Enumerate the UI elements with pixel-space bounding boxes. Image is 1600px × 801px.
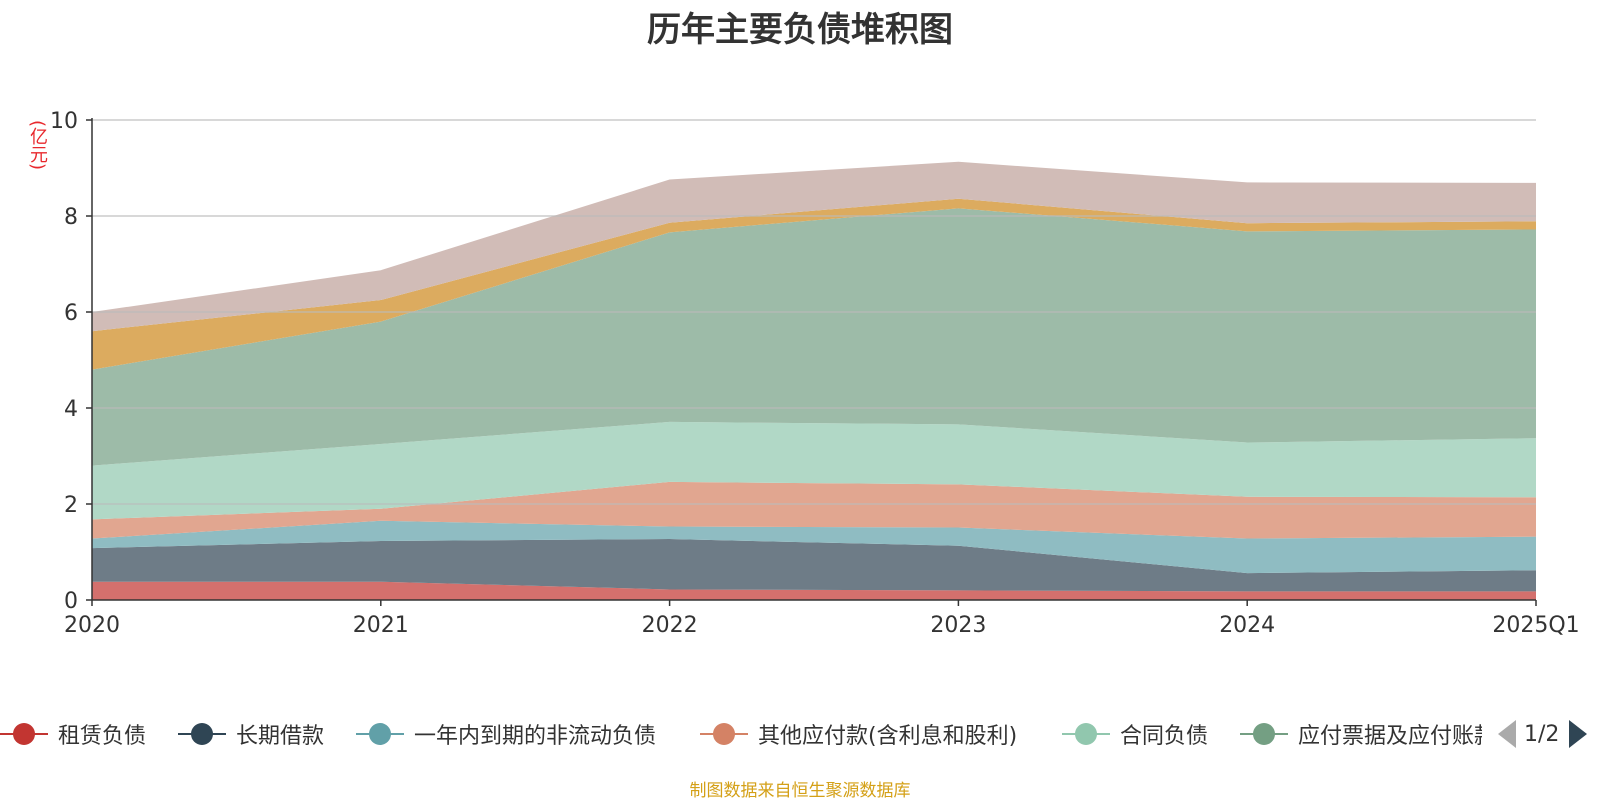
y-tick-label-5: 10 — [50, 109, 78, 134]
legend-items: 租赁负债 长期借款 一年内到期的非流动负债 其他应付款(含利息和股利) 合同负债 应付票据… — [0, 716, 1482, 752]
x-tick-label-5: 2025Q1 — [1492, 613, 1579, 638]
area-series-4 — [92, 421, 1536, 520]
area-series-1 — [92, 539, 1536, 592]
y-tick-label-3: 6 — [64, 301, 78, 326]
legend-pager: 1/2 — [1498, 718, 1588, 750]
area-series-2 — [92, 520, 1536, 574]
x-tick-label-1: 2021 — [353, 613, 409, 638]
legend-item-3[interactable]: 其他应付款(含利息和股利) — [700, 716, 1017, 752]
legend-label: 一年内到期的非流动负债 — [414, 724, 657, 749]
legend-page-indicator: 1/2 — [1524, 721, 1560, 747]
area-series-7 — [92, 161, 1536, 332]
x-tick-label-0: 2020 — [64, 613, 120, 638]
area-series-3 — [92, 481, 1536, 539]
chart-title: 历年主要负债堆积图 — [647, 10, 953, 50]
y-axis-unit: (亿元) — [27, 120, 48, 171]
area-layers — [92, 161, 1536, 600]
legend-item-2[interactable]: 一年内到期的非流动负债 — [356, 716, 656, 752]
legend-item-4[interactable]: 合同负债 — [1062, 716, 1208, 752]
legend-marker-icon — [1240, 720, 1288, 748]
y-tick-label-2: 4 — [64, 397, 78, 422]
legend-marker-icon — [700, 720, 748, 748]
legend-label: 合同负债 — [1120, 724, 1209, 749]
legend: 租赁负债 长期借款 一年内到期的非流动负债 其他应付款(含利息和股利) 合同负债 应付票据… — [0, 716, 1600, 752]
legend-marker-icon — [178, 720, 226, 748]
legend-marker-icon — [356, 720, 404, 748]
chart-plot: 0 2 4 6 8 10 2020 2021 2022 2023 2024 2025Q1 — [50, 109, 1580, 638]
legend-label: 租赁负债 — [58, 724, 147, 749]
legend-marker-icon — [0, 720, 48, 748]
legend-marker-icon — [1062, 720, 1110, 748]
x-tick-label-3: 2023 — [930, 613, 986, 638]
x-tick-label-2: 2022 — [642, 613, 698, 638]
legend-label: 其他应付款(含利息和股利) — [758, 724, 1018, 749]
area-series-5 — [92, 208, 1536, 466]
legend-prev-page-button[interactable] — [1498, 720, 1516, 748]
legend-item-5[interactable]: 应付票据及应付账款 — [1240, 716, 1482, 752]
area-series-0 — [92, 581, 1536, 600]
y-tick-label-0: 0 — [64, 589, 78, 614]
y-tick-label-1: 2 — [64, 493, 78, 518]
x-tick-label-4: 2024 — [1219, 613, 1275, 638]
source-note: 制图数据来自恒生聚源数据库 — [689, 781, 911, 801]
legend-item-0[interactable]: 租赁负债 — [0, 716, 146, 752]
legend-next-page-button[interactable] — [1569, 720, 1588, 748]
legend-item-1[interactable]: 长期借款 — [178, 716, 324, 752]
y-tick-label-4: 8 — [64, 205, 78, 230]
legend-label: 长期借款 — [236, 724, 325, 749]
legend-label: 应付票据及应付账款 — [1298, 724, 1482, 749]
